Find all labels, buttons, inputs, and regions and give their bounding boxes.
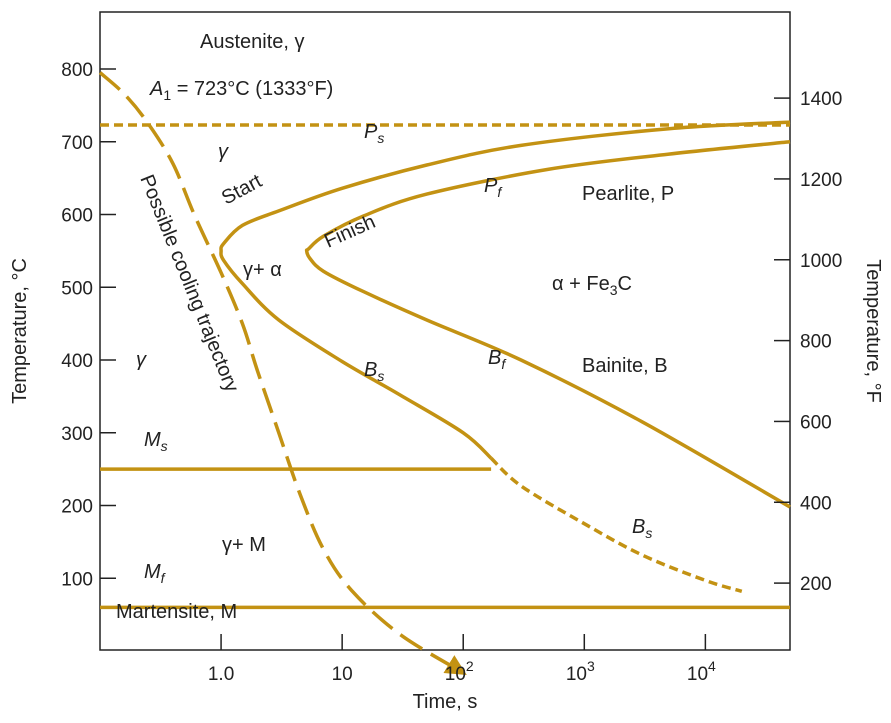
series-start [219, 120, 791, 460]
y-right-tick-label: 400 [800, 493, 832, 514]
ms-label: Ms [144, 429, 168, 454]
y-right-tick-label: 600 [800, 412, 832, 433]
bf-label: Bf [488, 347, 507, 372]
bainite-label: Bainite, B [582, 355, 668, 377]
finish-label: Finish [321, 211, 379, 253]
bs-lower-label: Bs [632, 516, 652, 541]
alpha-fe3c-label: α + Fe3C [552, 273, 632, 298]
start-label: Start [218, 170, 266, 209]
gamma-left-label: γ [136, 349, 147, 371]
y-axis-left-title: Temperature, °C [9, 258, 31, 404]
y-left-tick-label: 700 [61, 133, 93, 154]
x-axis-title: Time, s [413, 691, 478, 713]
mf-label: Mf [144, 561, 167, 586]
y-left-tick-label: 500 [61, 278, 93, 299]
x-tick-label: 10 [332, 664, 353, 685]
gamma-m-label: γ+ M [222, 534, 266, 556]
plot-frame [99, 11, 791, 651]
bs-upper-label: Bs [364, 359, 384, 384]
x-tick-label: 1.0 [208, 664, 234, 685]
pf-label: Pf [484, 175, 503, 200]
x-tick-label: 104 [687, 658, 716, 685]
y-right-tick-label: 800 [800, 332, 832, 353]
y-axis-right-title: Temperature, °F [862, 259, 884, 403]
y-right-tick-label: 1400 [800, 89, 842, 110]
series-finish [304, 140, 791, 509]
gamma-alpha-label: γ+ α [243, 259, 282, 281]
ticks-layer: 1.0 10 102 103 104 100 200 300 400 500 600 700 800 20… [61, 60, 842, 685]
y-right-tick-label: 200 [800, 574, 832, 595]
y-left-tick-label: 100 [61, 569, 93, 590]
curves-layer [98, 71, 791, 675]
x-tick-label: 103 [566, 658, 595, 685]
a1-label: A1 = 723°C (1333°F) [149, 78, 333, 103]
pearlite-label: Pearlite, P [582, 183, 674, 205]
y-left-tick-label: 200 [61, 497, 93, 518]
series-bs-extension [489, 456, 743, 593]
austenite-label: Austenite, γ [200, 31, 305, 53]
y-right-tick-label: 1000 [800, 251, 842, 272]
y-left-tick-label: 800 [61, 60, 93, 81]
ps-label: Ps [364, 121, 384, 146]
x-tick-label: 102 [445, 658, 474, 685]
martensite-label: Martensite, M [116, 601, 237, 623]
y-left-tick-label: 600 [61, 206, 93, 227]
y-left-tick-label: 300 [61, 424, 93, 445]
y-right-tick-label: 1200 [800, 170, 842, 191]
series-possible-cooling-trajectory [98, 71, 467, 675]
y-left-tick-label: 400 [61, 351, 93, 372]
gamma-upper-label: γ [218, 141, 229, 163]
